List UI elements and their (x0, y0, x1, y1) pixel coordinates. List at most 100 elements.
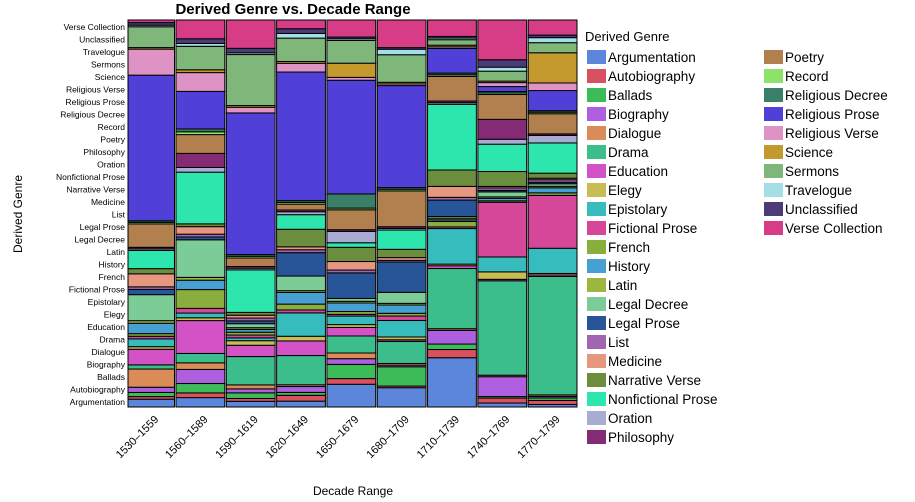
y-tick-label: Fictional Prose (69, 285, 125, 295)
legend-item-legal-decree: Legal Decree (587, 297, 688, 312)
tile-drama-3 (225, 356, 276, 386)
tile-narrative-verse-4 (276, 228, 326, 248)
tile-french-7 (427, 220, 477, 228)
tile-sermons-4 (276, 37, 326, 62)
tile-biography-3 (225, 388, 276, 394)
tile-legal-decree-4 (276, 275, 326, 292)
x-tick-label: 1680–1709 (364, 414, 411, 461)
tile-argumentation-5 (326, 383, 377, 408)
y-tick-label: Biography (87, 360, 126, 370)
legend-swatch (764, 145, 783, 159)
legend-item-drama: Drama (587, 145, 649, 160)
tile-argumentation-8 (477, 402, 528, 408)
tile-sermons-7 (427, 39, 477, 46)
legend-item-autobiography: Autobiography (587, 69, 695, 84)
x-tick-label: 1740–1769 (465, 414, 512, 461)
tile-unclassified-8 (477, 59, 528, 68)
legend-swatch (587, 126, 606, 140)
tile-epistolary-4 (276, 312, 326, 337)
legend-swatch (587, 392, 606, 406)
legend-item-philosophy: Philosophy (587, 430, 674, 445)
y-tick-label: Religious Verse (66, 85, 125, 95)
tile-religious-verse-8 (477, 82, 528, 88)
x-tick-label: 1560–1589 (163, 414, 210, 461)
tile-fictional-prose-9 (527, 194, 578, 249)
y-tick-label: Science (95, 72, 126, 82)
y-tick-label: Record (98, 122, 126, 132)
y-tick-label: Legal Decree (74, 235, 125, 245)
legend-label: Epistolary (608, 202, 668, 217)
y-tick-label: Dialogue (91, 347, 125, 357)
legend-item-education: Education (587, 164, 668, 179)
tile-medicine-5 (326, 261, 377, 271)
tile-narrative-verse-6 (376, 248, 427, 259)
tile-narrative-verse-5 (326, 246, 377, 263)
tile-biography-1 (127, 386, 175, 393)
tile-sermons-1 (127, 26, 175, 49)
tile-science-9 (527, 52, 578, 84)
x-tick-label: 1770–1799 (515, 414, 562, 461)
tile-religious-prose-9 (527, 90, 578, 112)
tile-legal-prose-5 (326, 272, 377, 299)
legend-item-oration: Oration (587, 411, 652, 426)
tile-dialogue-1 (127, 368, 175, 388)
mosaic-tiles (127, 19, 578, 408)
tile-narrative-verse-7 (427, 169, 477, 187)
legend-title: Derived Genre (585, 29, 670, 44)
legend-item-religious-prose: Religious Prose (764, 107, 880, 122)
tile-nonfictional-prose-4 (276, 214, 326, 230)
legend-label: Drama (608, 145, 649, 160)
tile-dialogue-5 (326, 352, 377, 360)
tile-elegy-4 (276, 335, 326, 342)
legend-label: Elegy (608, 183, 642, 198)
tile-unclassified-2 (175, 38, 226, 44)
legend-item-history: History (587, 259, 650, 274)
tile-ballads-7 (427, 343, 477, 351)
x-tick-label: 1710–1739 (415, 414, 462, 461)
tile-nonfictional-prose-9 (527, 142, 578, 174)
tile-biography-2 (175, 368, 226, 385)
tile-drama-9 (527, 275, 578, 396)
legend-swatch (587, 164, 606, 178)
legend-swatch (587, 259, 606, 273)
legend-swatch (587, 278, 606, 292)
legend-item-list: List (587, 335, 629, 350)
tile-argumentation-6 (376, 387, 427, 408)
tile-poetry-6 (376, 190, 427, 228)
tile-sermons-2 (175, 45, 226, 71)
tile-education-4 (276, 340, 326, 357)
legend-label: History (608, 259, 650, 274)
legend: Argumentation Autobiography Ballads Biograp… (587, 50, 888, 445)
legend-label: French (608, 240, 650, 255)
tile-legal-prose-1 (127, 288, 175, 296)
legend-item-elegy: Elegy (587, 183, 642, 198)
legend-item-legal-prose: Legal Prose (587, 316, 680, 331)
tile-epistolary-5 (326, 315, 377, 326)
tile-religious-prose-4 (276, 71, 326, 202)
tile-verse-collection-1 (127, 19, 175, 24)
legend-swatch (587, 335, 606, 349)
tile-philosophy-8 (477, 118, 528, 140)
tile-ballads-5 (326, 363, 377, 380)
legend-label: Poetry (785, 50, 824, 65)
legend-label: Biography (608, 107, 669, 122)
tile-biography-7 (427, 329, 477, 345)
y-tick-label: Unclassified (79, 35, 125, 45)
y-tick-label: Oration (97, 160, 125, 170)
legend-item-biography: Biography (587, 107, 669, 122)
legend-label: Argumentation (608, 50, 696, 65)
legend-swatch (764, 88, 783, 102)
legend-swatch (587, 430, 606, 444)
y-tick-label: Poetry (100, 135, 125, 145)
y-tick-label: Verse Collection (64, 22, 126, 32)
y-tick-label: Latin (107, 247, 126, 257)
tile-science-5 (326, 62, 377, 78)
x-axis-labels: 1530–1559 1560–1589 1590–1619 1620–1649 1650… (114, 414, 563, 461)
tile-autobiography-2 (175, 392, 226, 399)
tile-religious-prose-5 (326, 79, 377, 195)
y-tick-label: French (99, 272, 126, 282)
tile-history-4 (276, 291, 326, 305)
tile-drama-1 (127, 364, 175, 370)
y-tick-label: Drama (99, 335, 125, 345)
